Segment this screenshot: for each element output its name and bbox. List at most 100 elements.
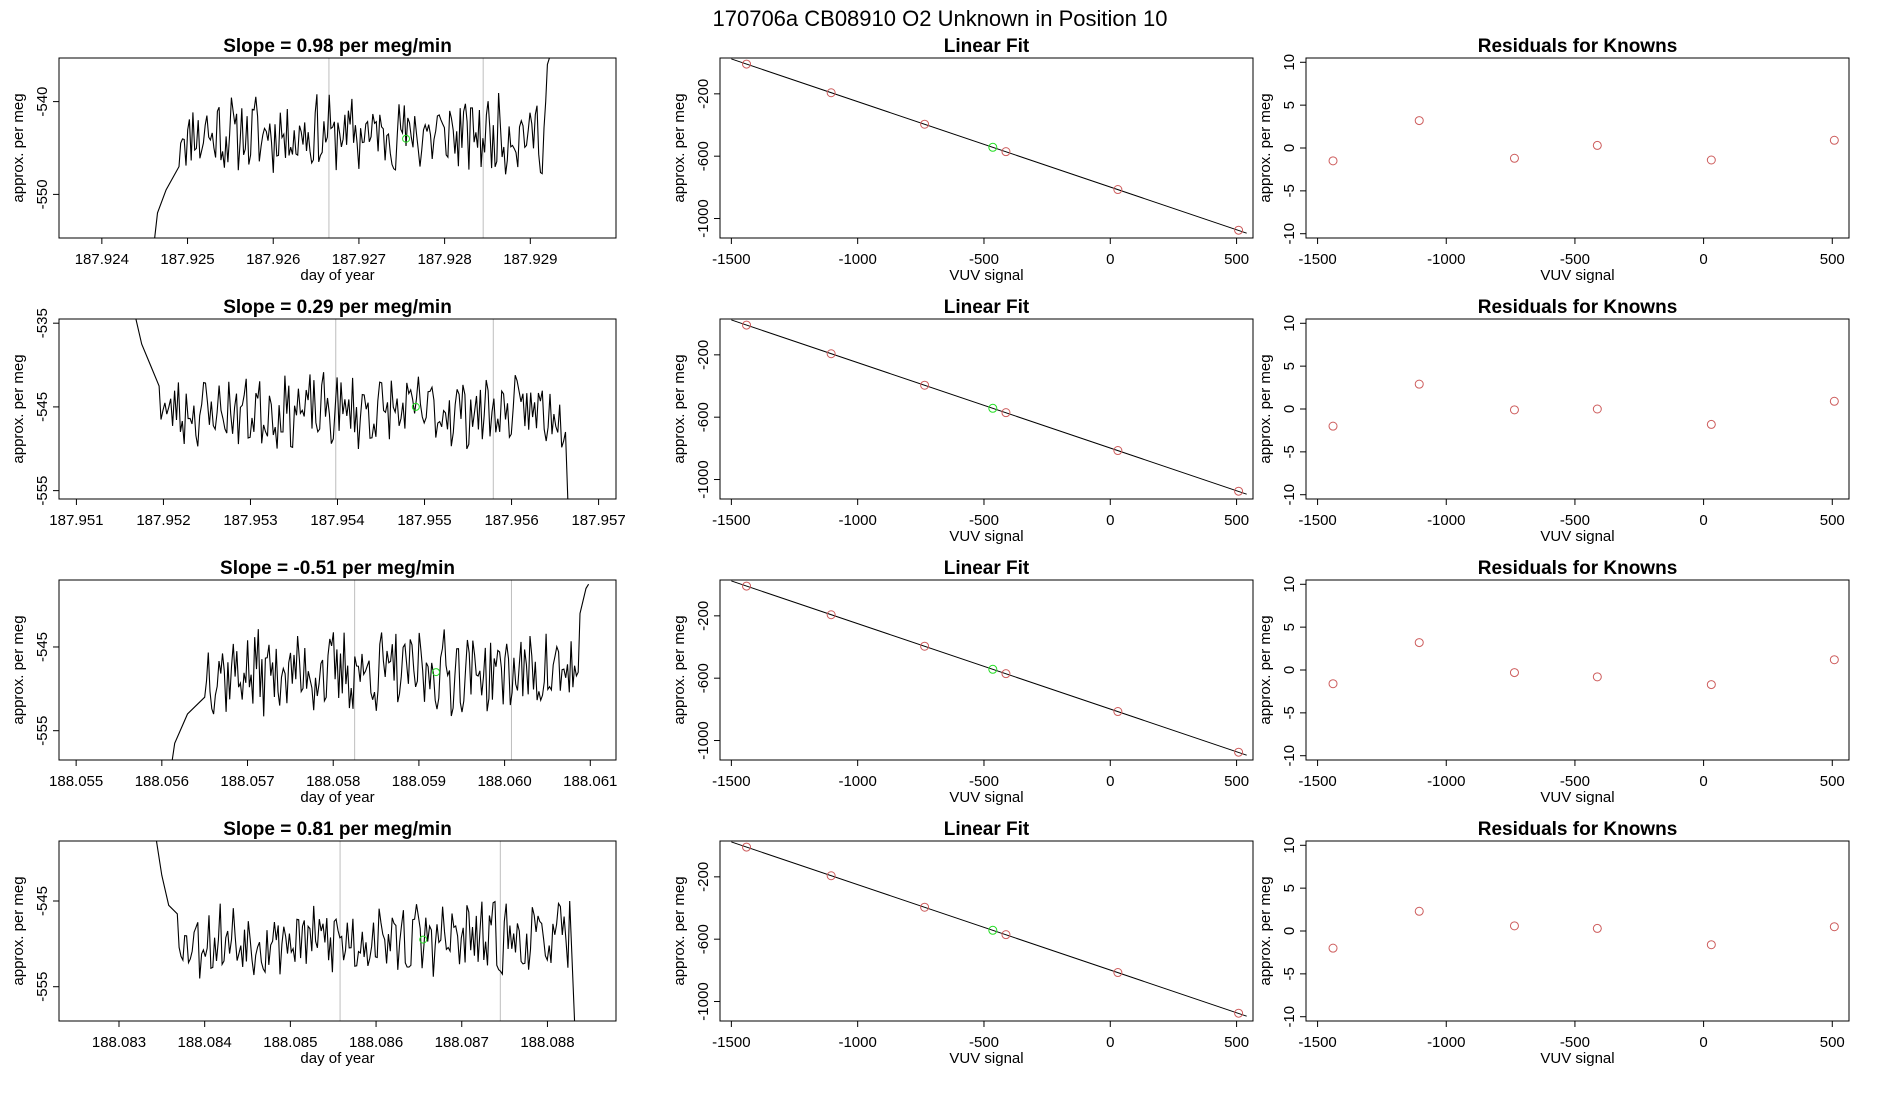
- y-tick-label: -10: [1281, 484, 1298, 506]
- x-tick-label: 0: [1699, 773, 1707, 790]
- panel-fit-row3: [714, 579, 1254, 766]
- residual-point: [1414, 638, 1424, 648]
- panel-trace-row4: [53, 840, 617, 1027]
- x-tick-label: -1500: [1298, 1034, 1336, 1051]
- x-tick-label: 187.924: [75, 251, 129, 268]
- y-tick-label: 10: [1281, 54, 1298, 71]
- trace-line: [171, 583, 590, 760]
- x-tick-label: 188.059: [392, 773, 446, 790]
- plot-data: [731, 319, 1247, 496]
- y-tick-label: -200: [695, 340, 712, 370]
- residual-point: [1414, 906, 1424, 916]
- x-axis-label: VUV signal: [1540, 267, 1614, 284]
- y-axis-label: approx. per meg: [10, 876, 27, 985]
- known-point: [742, 320, 752, 330]
- plot-data: [1328, 116, 1839, 166]
- panel-residuals-row4: [1300, 840, 1850, 1027]
- y-tick-label: -10: [1281, 745, 1298, 767]
- y-axis-label: approx. per meg: [10, 93, 27, 202]
- known-point: [920, 119, 930, 129]
- plot-data: [731, 58, 1247, 235]
- y-tick-label: 0: [1281, 144, 1298, 152]
- panel-title: Residuals for Knowns: [1478, 297, 1678, 318]
- plot-frame: [58, 840, 617, 1022]
- x-tick-label: -500: [1560, 512, 1590, 529]
- x-tick-label: -1500: [712, 773, 750, 790]
- known-point: [1001, 930, 1011, 940]
- y-tick-label: -5: [1281, 184, 1298, 197]
- known-point: [1113, 707, 1123, 717]
- y-tick-label: -600: [695, 141, 712, 171]
- known-point: [1001, 408, 1011, 418]
- y-tick-label: -535: [34, 308, 51, 338]
- x-axis-label: VUV signal: [949, 267, 1023, 284]
- y-tick-label: 5: [1281, 623, 1298, 631]
- y-tick-label: -555: [34, 476, 51, 506]
- x-axis-label: VUV signal: [1540, 789, 1614, 806]
- panel-title: Residuals for Knowns: [1478, 819, 1678, 840]
- panel-fit-row4: [714, 840, 1254, 1027]
- plot-frame: [719, 579, 1254, 761]
- x-tick-label: 0: [1106, 251, 1114, 268]
- known-point: [1234, 225, 1244, 235]
- x-axis-label: VUV signal: [1540, 528, 1614, 545]
- trace-line: [135, 319, 569, 499]
- plot-data: [154, 58, 550, 238]
- unknown-point: [988, 142, 998, 152]
- x-tick-label: 187.952: [136, 512, 190, 529]
- plot-frame: [1305, 318, 1850, 500]
- residual-point: [1829, 396, 1839, 406]
- y-tick-label: 10: [1281, 576, 1298, 593]
- plot-data: [135, 319, 569, 499]
- x-tick-label: 188.086: [349, 1034, 403, 1051]
- panel-title: Residuals for Knowns: [1478, 558, 1678, 579]
- x-tick-label: 187.954: [310, 512, 364, 529]
- x-tick-label: -1000: [1427, 251, 1465, 268]
- known-point: [826, 349, 836, 359]
- trace-line: [154, 58, 550, 238]
- x-tick-label: 0: [1699, 512, 1707, 529]
- y-axis-label: approx. per meg: [1257, 354, 1274, 463]
- residual-point: [1592, 923, 1602, 933]
- y-axis-label: approx. per meg: [671, 876, 688, 985]
- residual-point: [1328, 421, 1338, 431]
- x-tick-label: 500: [1224, 251, 1249, 268]
- plot-data: [1328, 906, 1839, 953]
- x-tick-label: -1000: [838, 251, 876, 268]
- x-tick-label: -500: [969, 251, 999, 268]
- y-tick-label: -540: [34, 87, 51, 117]
- residual-point: [1706, 680, 1716, 690]
- x-tick-label: -1500: [712, 251, 750, 268]
- y-tick-label: 0: [1281, 927, 1298, 935]
- residual-point: [1328, 679, 1338, 689]
- residual-point: [1509, 921, 1519, 931]
- panel-fit-row2: [714, 318, 1254, 505]
- x-tick-label: -1000: [1427, 773, 1465, 790]
- x-tick-label: 187.957: [571, 512, 625, 529]
- x-tick-label: 500: [1820, 773, 1845, 790]
- known-point: [1234, 747, 1244, 757]
- x-tick-label: -500: [969, 1034, 999, 1051]
- y-tick-label: -1000: [695, 199, 712, 237]
- x-axis-label: VUV signal: [949, 789, 1023, 806]
- figure-title: 170706a CB08910 O2 Unknown in Position 1…: [713, 6, 1168, 31]
- x-tick-label: 188.061: [563, 773, 617, 790]
- residual-point: [1592, 404, 1602, 414]
- known-point: [1234, 486, 1244, 496]
- x-tick-label: 188.055: [49, 773, 103, 790]
- x-tick-label: 500: [1820, 512, 1845, 529]
- residual-point: [1592, 140, 1602, 150]
- y-tick-label: 5: [1281, 884, 1298, 892]
- plot-frame: [1305, 840, 1850, 1022]
- y-axis-label: approx. per meg: [671, 354, 688, 463]
- panel-title: Slope = 0.29 per meg/min: [223, 297, 452, 318]
- x-tick-label: 188.084: [178, 1034, 232, 1051]
- residual-point: [1592, 672, 1602, 682]
- x-tick-label: 187.956: [484, 512, 538, 529]
- x-tick-label: -500: [969, 512, 999, 529]
- plot-data: [1328, 379, 1839, 431]
- x-tick-label: -1000: [1427, 512, 1465, 529]
- residual-point: [1706, 155, 1716, 165]
- known-point: [826, 871, 836, 881]
- known-point: [826, 88, 836, 98]
